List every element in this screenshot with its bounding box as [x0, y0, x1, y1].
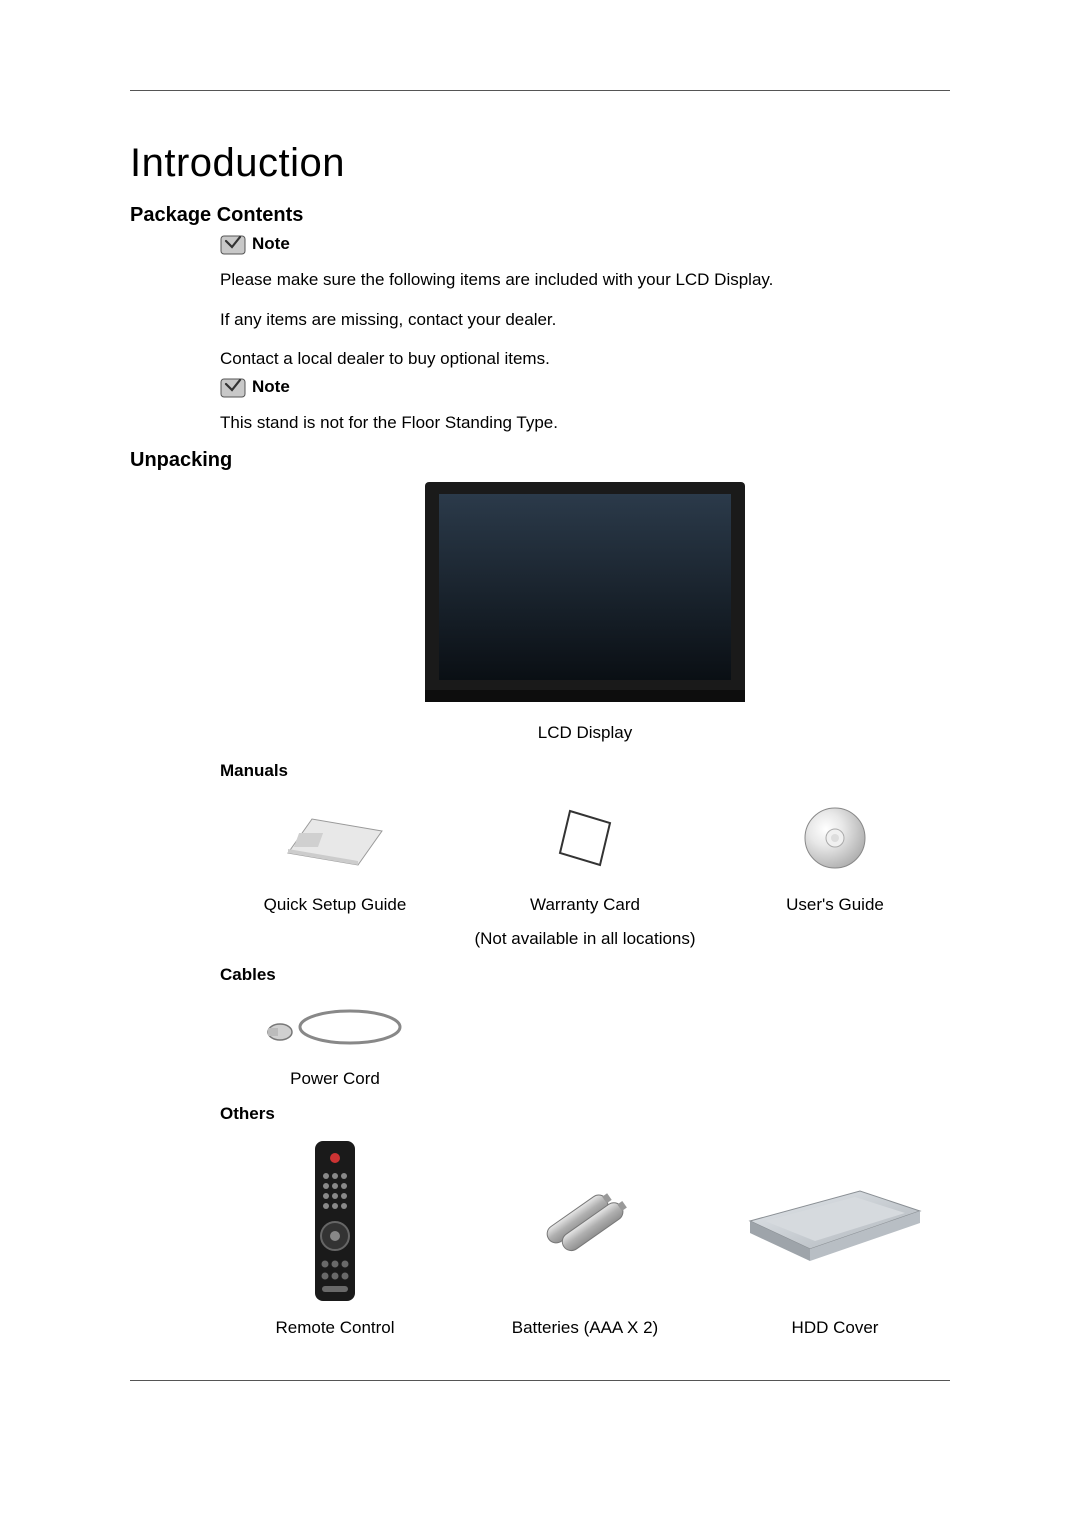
note-icon	[220, 233, 246, 255]
top-rule	[130, 90, 950, 91]
note2-line: This stand is not for the Floor Standing…	[220, 410, 950, 436]
note1-line-3: Contact a local dealer to buy optional i…	[220, 346, 950, 372]
sub-manuals: Manuals	[220, 761, 950, 781]
power-cord-image	[220, 997, 450, 1057]
lcd-caption: LCD Display	[220, 723, 950, 743]
page-title: Introduction	[130, 141, 950, 186]
cables-col1: Power Cord	[220, 1067, 450, 1091]
manuals-col2: Warranty Card	[470, 893, 700, 917]
others-col3: HDD Cover	[720, 1316, 950, 1340]
hdd-cover-image	[720, 1136, 950, 1306]
manuals-col2-sub: (Not available in all locations)	[470, 927, 700, 951]
manuals-col3: User's Guide	[720, 893, 950, 917]
quick-setup-guide-image	[220, 793, 450, 883]
others-col1: Remote Control	[220, 1316, 450, 1340]
section-unpacking: Unpacking	[130, 449, 950, 472]
note-label-1: Note	[252, 234, 290, 254]
note1-line-2: If any items are missing, contact your d…	[220, 307, 950, 333]
lcd-display-image	[425, 482, 745, 707]
manuals-col1: Quick Setup Guide	[220, 893, 450, 917]
sub-cables: Cables	[220, 965, 950, 985]
note-icon	[220, 376, 246, 398]
batteries-image	[470, 1136, 700, 1306]
others-col2: Batteries (AAA X 2)	[470, 1316, 700, 1340]
section-package-contents: Package Contents	[130, 204, 950, 227]
users-guide-image	[720, 793, 950, 883]
note-row-2: Note	[220, 376, 950, 398]
sub-others: Others	[220, 1104, 950, 1124]
remote-control-image	[220, 1136, 450, 1306]
note1-line-1: Please make sure the following items are…	[220, 267, 950, 293]
note-row-1: Note	[220, 233, 950, 255]
bottom-rule	[130, 1380, 950, 1381]
warranty-card-image	[470, 793, 700, 883]
note-label-2: Note	[252, 377, 290, 397]
